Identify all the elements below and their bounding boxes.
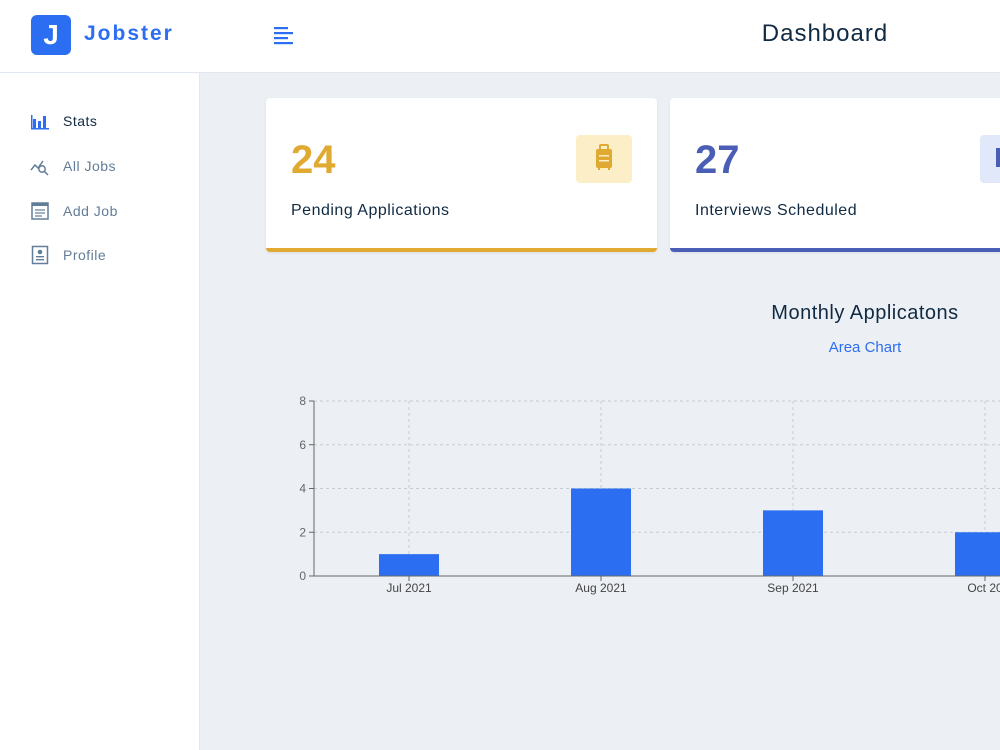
- calendar-icon: [980, 135, 1000, 183]
- sidebar-item-all-jobs[interactable]: All Jobs: [30, 154, 180, 178]
- main-content: 24 Pending Applications 27 Interviews Sc…: [200, 73, 1000, 750]
- y-tick-label: 8: [299, 394, 306, 408]
- sidebar-item-stats[interactable]: Stats: [30, 109, 180, 133]
- form-icon: [30, 201, 50, 221]
- sidebar-item-label: Profile: [63, 247, 107, 263]
- x-tick-label: Oct 20: [967, 581, 1000, 595]
- query-stats-icon: [30, 156, 50, 176]
- sidebar-item-label: Stats: [63, 113, 98, 129]
- bar-chart-icon: [30, 111, 50, 131]
- stat-label: Pending Applications: [291, 202, 450, 219]
- page-title: Dashboard: [761, 20, 889, 47]
- bar-chart: 0 2 4 6 8 Jul 2021 Aug 2021 Sep 2021 Oct 20: [299, 394, 1000, 595]
- area-chart-toggle[interactable]: Area Chart: [600, 339, 1000, 356]
- menu-align-left-icon[interactable]: [270, 22, 298, 50]
- sidebar-item-label: Add Job: [63, 203, 118, 219]
- bar: [763, 510, 823, 576]
- x-tick-label: Aug 2021: [575, 581, 627, 595]
- y-tick-label: 6: [299, 438, 306, 452]
- stat-label: Interviews Scheduled: [695, 202, 858, 219]
- y-tick-label: 2: [299, 525, 306, 539]
- sidebar-item-profile[interactable]: Profile: [30, 243, 180, 267]
- y-tick-label: 4: [299, 482, 306, 496]
- logo-icon[interactable]: J: [31, 15, 71, 55]
- suitcase-icon: [576, 135, 632, 183]
- y-tick-label: 0: [299, 569, 306, 583]
- sidebar-item-add-job[interactable]: Add Job: [30, 199, 180, 223]
- stat-count: 27: [695, 138, 740, 182]
- bar: [379, 554, 439, 576]
- chart-title: Monthly Applicatons: [771, 302, 959, 324]
- sidebar-item-label: All Jobs: [63, 158, 117, 174]
- stat-card-pending: 24 Pending Applications: [266, 98, 657, 252]
- stat-count: 24: [291, 138, 336, 182]
- bar: [571, 488, 631, 576]
- bar: [955, 532, 1000, 576]
- x-tick-label: Jul 2021: [386, 581, 432, 595]
- sidebar: Stats All Jobs Add Job: [0, 73, 200, 750]
- profile-icon: [30, 245, 50, 265]
- top-navbar: J Jobster Dashboard: [0, 0, 1000, 73]
- app-name: Jobster: [84, 22, 174, 45]
- x-tick-label: Sep 2021: [767, 581, 819, 595]
- stat-card-interviews: 27 Interviews Scheduled: [670, 98, 1000, 252]
